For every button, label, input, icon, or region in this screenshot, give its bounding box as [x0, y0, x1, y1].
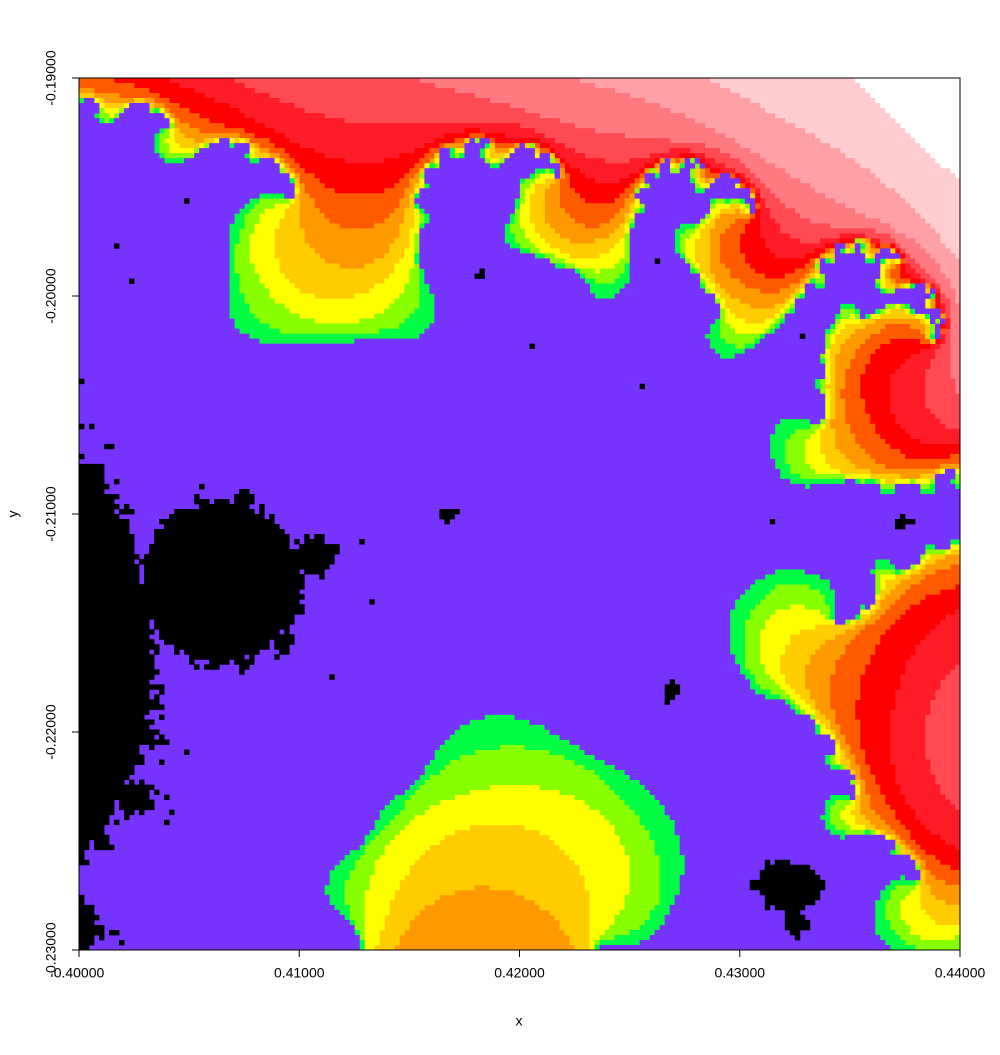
- x-axis-label: x: [516, 1013, 523, 1029]
- fractal-band: [579, 78, 961, 304]
- x-tick-label: 0.41000: [274, 965, 325, 981]
- y-tick-label: -0.19000: [43, 50, 59, 105]
- y-tick-label: -0.22000: [43, 704, 59, 759]
- fractal-band: [854, 78, 961, 179]
- fractal-band: [94, 98, 961, 951]
- fractal-band: [78, 198, 916, 951]
- fractal-image: [78, 78, 961, 951]
- y-tick-label: -0.23000: [43, 922, 59, 977]
- fractal-band: [78, 98, 961, 951]
- y-axis-label: y: [5, 511, 21, 518]
- x-tick-label: 0.40000: [54, 965, 105, 981]
- x-tick-label: 0.44000: [935, 965, 986, 981]
- y-tick-label: -0.20000: [43, 268, 59, 323]
- fractal-band: [99, 108, 961, 951]
- x-tick-label: 0.43000: [714, 965, 765, 981]
- fractal-band: [79, 93, 961, 951]
- fractal-band: [419, 78, 961, 395]
- y-tick-label: -0.21000: [43, 486, 59, 541]
- x-tick-label: 0.42000: [494, 965, 545, 981]
- fractal-band: [709, 78, 961, 259]
